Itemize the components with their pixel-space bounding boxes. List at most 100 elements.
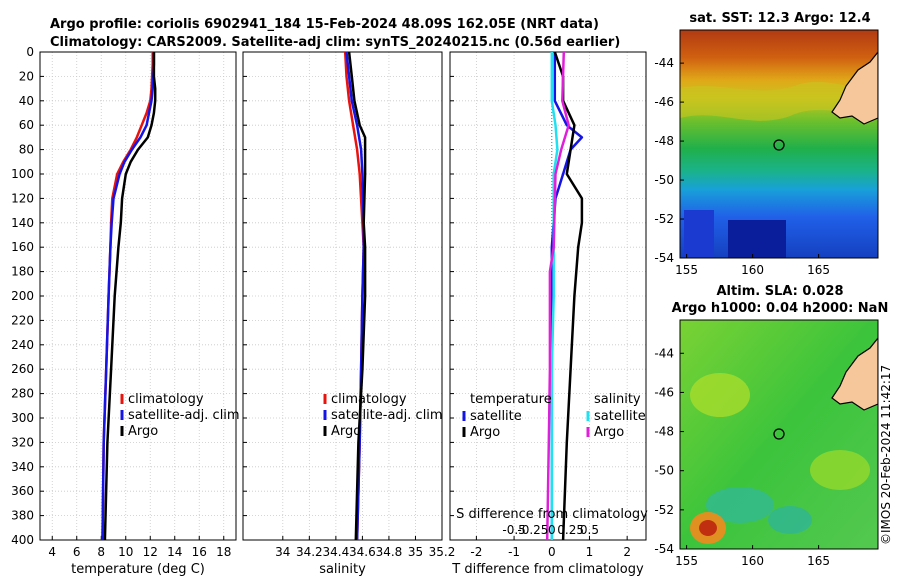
series-argo [103, 52, 157, 541]
x-axis-label: salinity [319, 562, 366, 577]
y-tick-label: 360 [11, 484, 34, 498]
y-tick-label: 140 [11, 216, 34, 230]
x-tick-label: 35.2 [429, 545, 456, 559]
header-line1: Argo profile: coriolis 6902941_184 15-Fe… [50, 17, 599, 32]
x-tick-label: 6 [73, 545, 81, 559]
s-difference-tick-label: -0.25 [517, 523, 548, 537]
map-y-tick-label: -48 [654, 134, 674, 148]
legend-label: Argo [128, 424, 158, 439]
sla-map-frame [679, 319, 879, 550]
sla-map-title-line2: Argo h1000: 0.04 h2000: NaN [672, 301, 889, 316]
y-tick-label: 60 [19, 118, 34, 132]
x-axis-label: T difference from climatology [451, 562, 644, 577]
axis-frame [39, 51, 237, 541]
profile-plots: 4 6 8 10 12 14 16 18020406080100120140160180200… [11, 45, 648, 577]
series-argo [347, 51, 367, 541]
x-tick-label: 8 [97, 545, 105, 559]
s-difference-tick-label: 0.25 [557, 523, 584, 537]
y-tick-label: 340 [11, 460, 34, 474]
legend-label: Argo [594, 425, 624, 440]
sla-map-ticks: 155 160 165 -44 -46 -48 -50 -52 -54 [654, 346, 830, 568]
legend-label: satellite [470, 409, 522, 424]
sst-cold-patch-west [684, 210, 714, 258]
sst-map-frame [679, 29, 879, 259]
watermark: ©IMOS 20-Feb-2024 11:42:17 [879, 365, 893, 545]
map-y-tick-label: -54 [654, 542, 674, 556]
x-axis-label: temperature (deg C) [71, 562, 205, 577]
map-y-tick-label: -48 [654, 425, 674, 439]
x-tick-label: 34 [275, 545, 290, 559]
sla-high-patch-east [810, 450, 870, 490]
y-tick-label: 120 [11, 191, 34, 205]
y-tick-label: 260 [11, 362, 34, 376]
y-tick-label: 380 [11, 509, 34, 523]
x-tick-label: 14 [167, 545, 182, 559]
sla-land-new-zealand [831, 337, 878, 411]
s-difference-axis-label: S difference from climatology [456, 507, 648, 522]
map-x-tick-label: 155 [675, 263, 698, 277]
y-tick-label: 100 [11, 167, 34, 181]
sst-front-band [680, 81, 878, 121]
legend-label: Argo [470, 425, 500, 440]
legend-label: Argo [331, 424, 361, 439]
sst-cold-patch [728, 220, 786, 258]
x-tick-label: 35 [408, 545, 423, 559]
map-x-tick-label: 160 [741, 554, 764, 568]
x-tick-label: -1 [508, 545, 520, 559]
s-difference-tick-label: 0.5 [580, 523, 599, 537]
map-y-tick-label: -44 [654, 346, 674, 360]
legend-label: satellite-adj. clim [128, 408, 240, 423]
sla-low-patch [706, 487, 774, 523]
y-tick-label: 220 [11, 313, 34, 327]
legend-label: climatology [331, 392, 407, 407]
x-tick-label: 1 [586, 545, 594, 559]
y-tick-label: 160 [11, 240, 34, 254]
series-satellite-adj-clim [345, 51, 365, 541]
panel-salinity: 34 34.2 34.4 34.6 34.8 35 35.2 salinity climatol… [242, 51, 456, 577]
sla-map-title-line1: Altim. SLA: 0.028 [717, 284, 844, 299]
s-difference-tick-label: -0.5 [502, 523, 525, 537]
sst-map-ticks: 155 160 165 -44 -46 -48 -50 -52 -54 [654, 56, 830, 277]
map-y-tick-label: -46 [654, 385, 674, 399]
map-y-tick-label: -50 [654, 173, 674, 187]
panel-temperature: 4 6 8 10 12 14 16 18020406080100120140160180200… [11, 45, 240, 577]
sla-low-patch-2 [768, 506, 812, 534]
x-tick-label: 34.8 [376, 545, 403, 559]
y-tick-label: 80 [19, 143, 34, 157]
map-y-tick-label: -44 [654, 56, 674, 70]
y-tick-label: 40 [19, 94, 34, 108]
sla-high-patch [690, 373, 750, 417]
legend-salinity-title: salinity [594, 392, 641, 407]
y-tick-label: 20 [19, 69, 34, 83]
sst-land-new-zealand [831, 51, 878, 125]
sla-map: Altim. SLA: 0.028 Argo h1000: 0.04 h2000… [654, 284, 888, 568]
y-tick-label: 0 [26, 45, 34, 59]
sst-map: sat. SST: 12.3 Argo: 12.4 155 160 165 -44 -4… [654, 11, 879, 277]
map-y-tick-label: -46 [654, 95, 674, 109]
x-tick-label: 2 [623, 545, 631, 559]
map-y-tick-label: -50 [654, 464, 674, 478]
map-x-tick-label: 165 [807, 554, 830, 568]
y-tick-label: 200 [11, 289, 34, 303]
sla-argo-marker [773, 428, 785, 440]
x-tick-label: 10 [118, 545, 133, 559]
y-tick-label: 400 [11, 533, 34, 547]
sst-argo-marker [773, 139, 785, 151]
map-y-tick-label: -52 [654, 212, 674, 226]
series-salinity-argo [545, 51, 570, 541]
x-tick-label: 12 [143, 545, 158, 559]
x-tick-label: 0 [548, 545, 556, 559]
x-tick-label: -2 [470, 545, 482, 559]
x-tick-label: 4 [48, 545, 56, 559]
map-x-tick-label: 160 [741, 263, 764, 277]
x-tick-label: 34.4 [323, 545, 350, 559]
x-tick-label: 34.2 [296, 545, 323, 559]
map-y-tick-label: -54 [654, 251, 674, 265]
legend-label: climatology [128, 392, 204, 407]
x-tick-label: 16 [192, 545, 207, 559]
panel-difference: -2 -1 0 1 2 T difference from climatology temp… [449, 51, 648, 577]
y-tick-label: 300 [11, 411, 34, 425]
y-tick-label: 280 [11, 387, 34, 401]
